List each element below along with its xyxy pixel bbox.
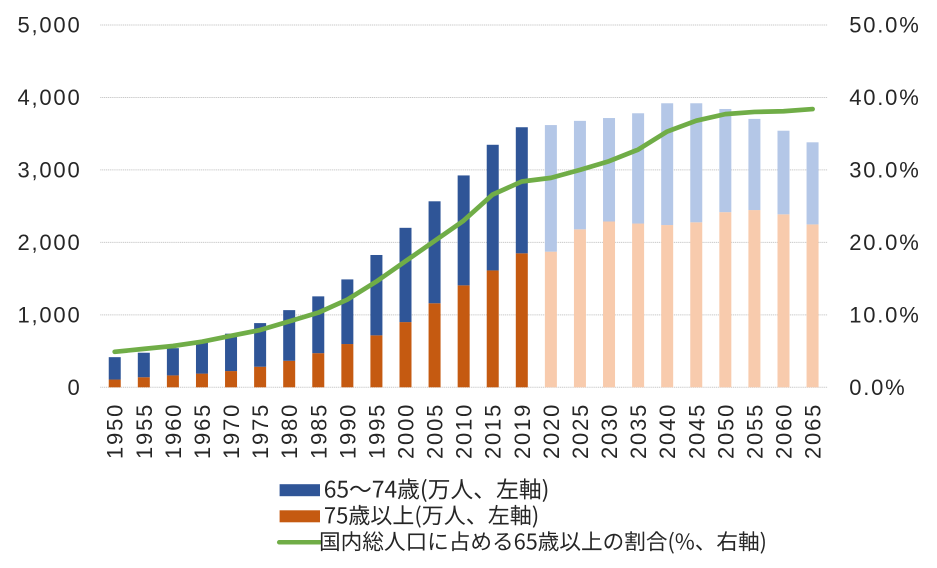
svg-text:2015: 2015 bbox=[481, 403, 506, 459]
svg-text:3,000: 3,000 bbox=[17, 158, 81, 183]
svg-text:2045: 2045 bbox=[684, 403, 709, 459]
svg-text:1970: 1970 bbox=[219, 403, 244, 459]
svg-text:2035: 2035 bbox=[626, 403, 651, 459]
svg-text:2020: 2020 bbox=[539, 403, 564, 459]
svg-text:1950: 1950 bbox=[103, 403, 128, 459]
svg-text:20.0%: 20.0% bbox=[849, 230, 920, 255]
svg-text:2065: 2065 bbox=[801, 403, 826, 459]
svg-text:4,000: 4,000 bbox=[17, 85, 81, 110]
svg-text:1955: 1955 bbox=[132, 403, 157, 459]
svg-text:1995: 1995 bbox=[364, 403, 389, 459]
svg-text:1980: 1980 bbox=[277, 403, 302, 459]
svg-text:10.0%: 10.0% bbox=[849, 302, 920, 327]
svg-text:1975: 1975 bbox=[248, 403, 273, 459]
svg-text:1965: 1965 bbox=[190, 403, 215, 459]
svg-text:40.0%: 40.0% bbox=[849, 85, 920, 110]
svg-text:2000: 2000 bbox=[394, 403, 419, 459]
svg-text:1,000: 1,000 bbox=[17, 302, 81, 327]
svg-text:50.0%: 50.0% bbox=[849, 13, 920, 38]
svg-text:2019: 2019 bbox=[510, 403, 535, 459]
svg-text:5,000: 5,000 bbox=[17, 13, 81, 38]
svg-text:2040: 2040 bbox=[655, 403, 680, 459]
svg-text:2025: 2025 bbox=[568, 403, 593, 459]
svg-text:1985: 1985 bbox=[306, 403, 331, 459]
svg-text:0: 0 bbox=[67, 375, 81, 400]
svg-text:2005: 2005 bbox=[423, 403, 448, 459]
svg-text:0.0%: 0.0% bbox=[849, 375, 906, 400]
svg-text:2010: 2010 bbox=[452, 403, 477, 459]
svg-text:30.0%: 30.0% bbox=[849, 158, 920, 183]
svg-text:2055: 2055 bbox=[742, 403, 767, 459]
svg-text:2030: 2030 bbox=[597, 403, 622, 459]
svg-text:2050: 2050 bbox=[713, 403, 738, 459]
svg-text:2060: 2060 bbox=[772, 403, 797, 459]
svg-text:2,000: 2,000 bbox=[17, 230, 81, 255]
svg-text:1960: 1960 bbox=[161, 403, 186, 459]
svg-text:1990: 1990 bbox=[335, 403, 360, 459]
